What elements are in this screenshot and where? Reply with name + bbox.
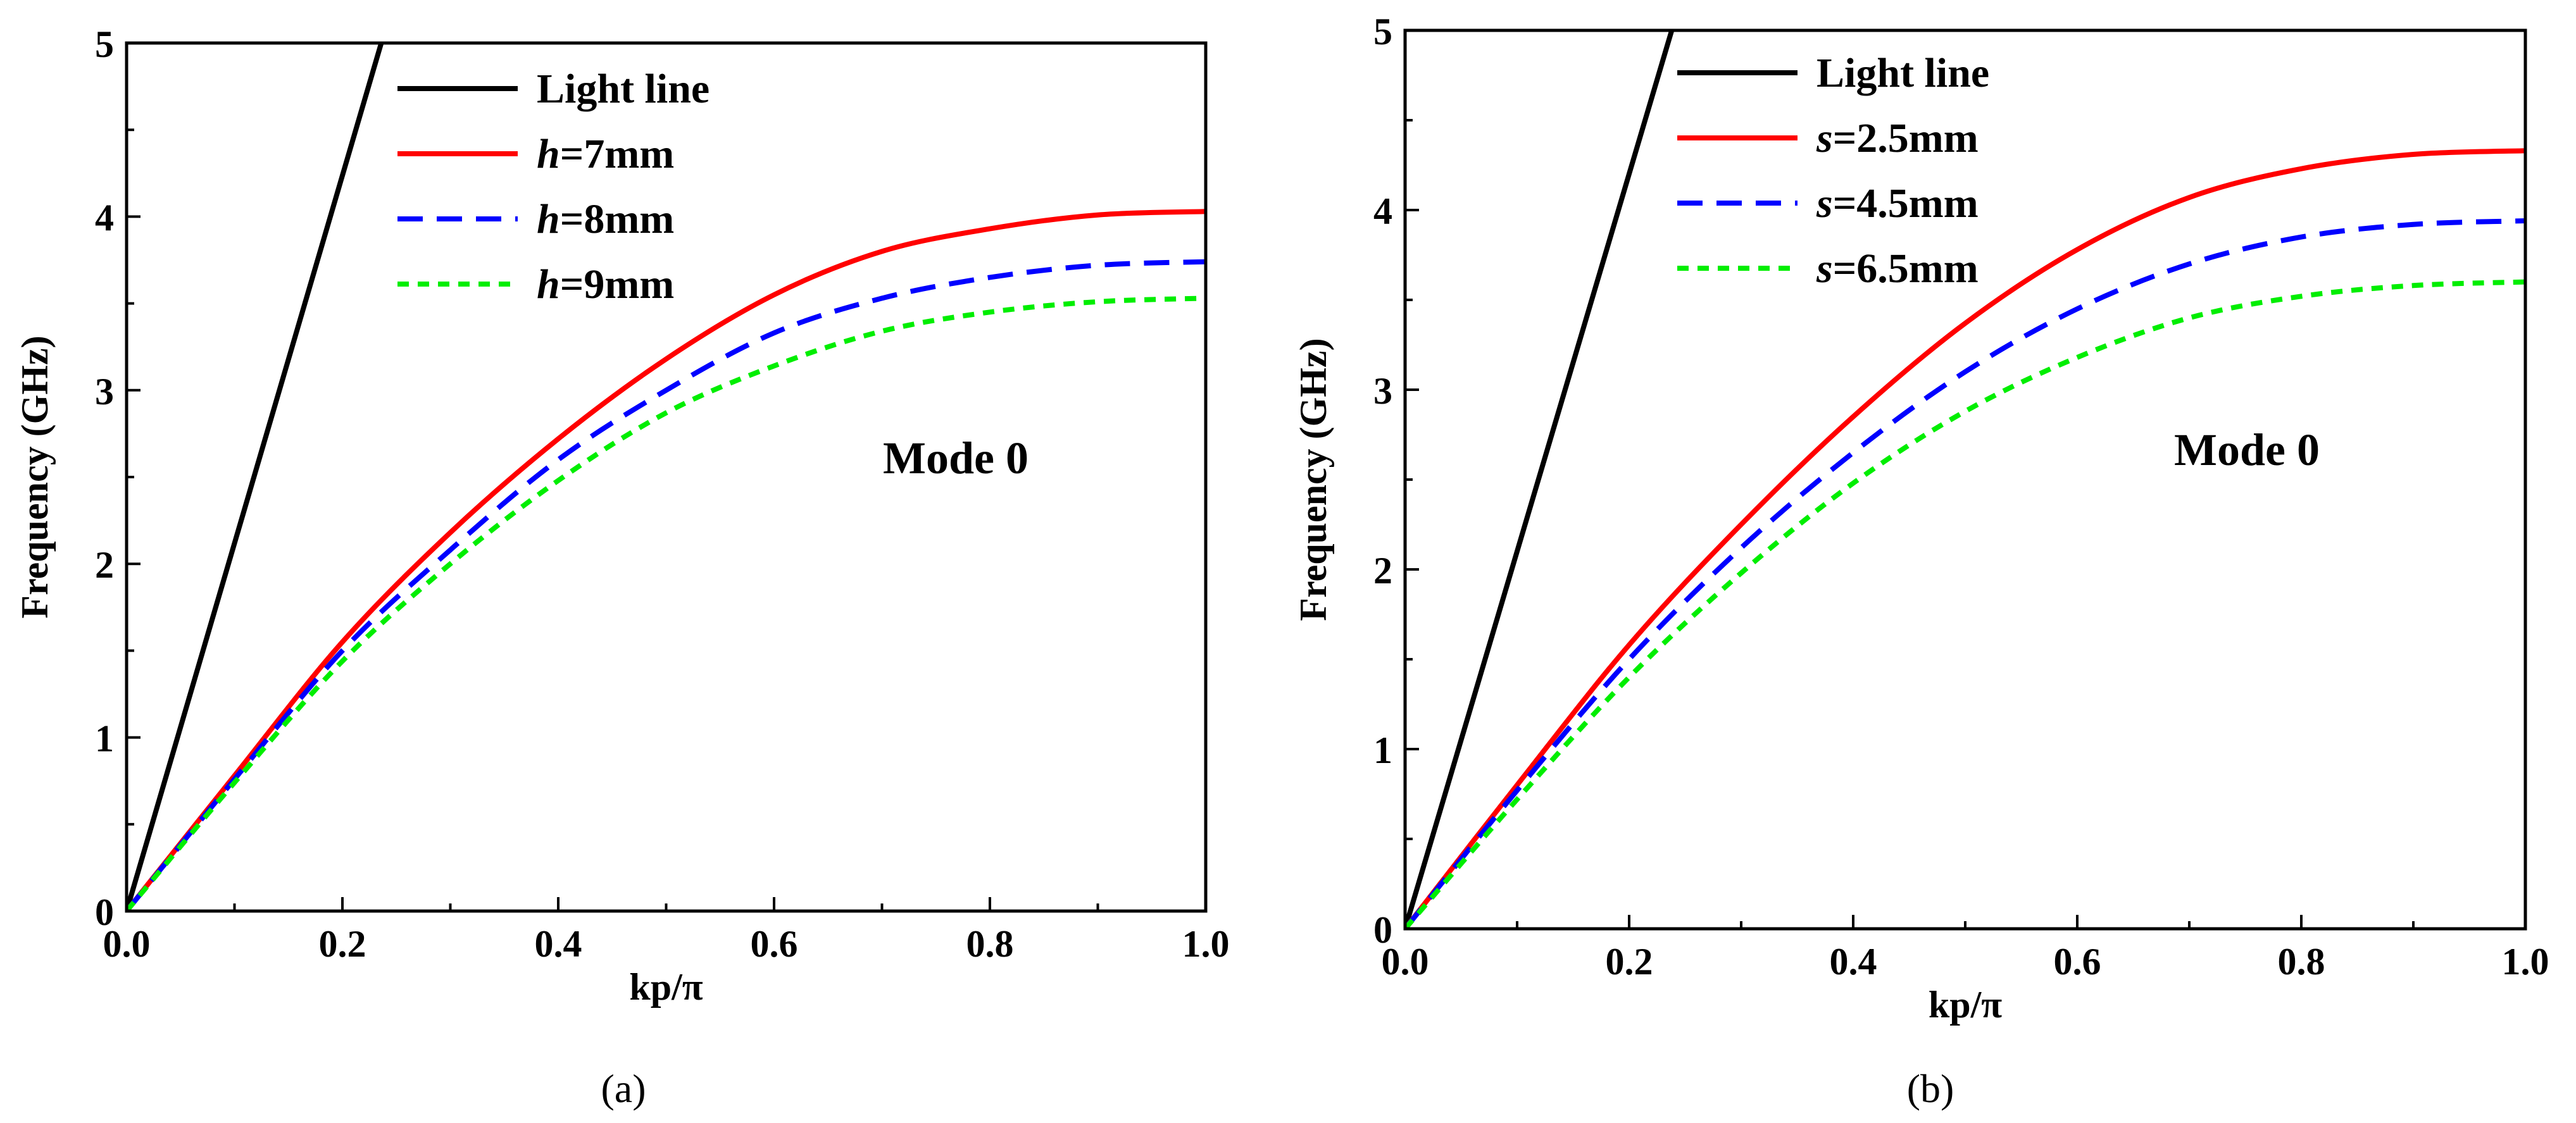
y-tick-label: 5 (95, 23, 114, 65)
y-tick-label: 0 (95, 891, 114, 933)
legend-label: Light line (537, 66, 710, 112)
legend-variable: h (537, 196, 560, 242)
legend-value: =8mm (560, 196, 675, 242)
y-tick-label: 3 (95, 371, 114, 413)
x-tick-label: 0.8 (966, 923, 1014, 965)
y-axis-label: Frequency (GHz) (14, 335, 56, 618)
y-tick-label: 0 (1373, 909, 1392, 951)
series-line-h-1 (127, 209, 1206, 911)
x-tick-label: 0.6 (2054, 941, 2101, 983)
legend-variable: s (1816, 115, 1833, 161)
legend-label: h=8mm (537, 196, 674, 242)
plot-area (1405, 30, 2525, 929)
y-tick-label: 2 (1373, 550, 1392, 592)
legend-label: h=9mm (537, 261, 674, 307)
x-tick-label: 0.2 (1606, 941, 1653, 983)
x-tick-label: 1.0 (2502, 941, 2549, 983)
x-tick-label: 1.0 (1182, 923, 1230, 965)
chart-panel-a: 0.0 0.2 0.4 0.6 0.8 1.0 0 1 2 3 4 5 kp/π Frequency (G… (14, 23, 1230, 1111)
legend-variable: h (537, 261, 560, 307)
x-tick-label: 0.4 (535, 923, 582, 965)
x-tick-label: 0.6 (751, 923, 798, 965)
y-tick-label: 5 (1373, 11, 1392, 53)
y-tick-label: 4 (95, 197, 114, 239)
series-line-h-3 (127, 295, 1206, 911)
plot-area (127, 43, 1206, 911)
legend-label: s=6.5mm (1816, 245, 1979, 292)
series-line-light-line (1405, 30, 1675, 929)
chart-panel-b: 0.0 0.2 0.4 0.6 0.8 1.0 0 1 2 3 4 5 kp/π Frequency (G… (1292, 11, 2549, 1111)
x-axis-label: kp/π (1929, 984, 2002, 1026)
mode-annotation: Mode 0 (2174, 425, 2320, 475)
y-tick-label: 2 (95, 544, 114, 586)
series-line-s-1 (1405, 148, 2525, 929)
panel-caption: (a) (601, 1066, 646, 1111)
x-tick-label: 0.2 (319, 923, 366, 965)
x-tick-label: 0.8 (2278, 941, 2325, 983)
y-tick-label: 1 (95, 718, 114, 760)
x-axis-label: kp/π (629, 966, 703, 1008)
legend-variable: h (537, 131, 560, 177)
series-line-s-2 (1405, 218, 2525, 929)
x-tick-label: 0.4 (1830, 941, 1877, 983)
y-tick-label: 3 (1373, 370, 1392, 412)
legend-variable: s (1816, 245, 1833, 292)
series-line-h-2 (127, 259, 1206, 911)
y-tick-label: 4 (1373, 190, 1392, 232)
legend-value: =2.5mm (1833, 115, 1979, 161)
panel-caption: (b) (1907, 1066, 1954, 1111)
x-tick-label: 0.0 (103, 923, 151, 965)
legend-value: Light line (1816, 50, 1989, 96)
mode-annotation: Mode 0 (883, 433, 1029, 483)
legend-value: Light line (537, 66, 710, 112)
legend-label: s=4.5mm (1816, 180, 1979, 226)
legend-variable: s (1816, 180, 1833, 226)
legend-value: =4.5mm (1833, 180, 1979, 226)
legend-value: =7mm (560, 131, 675, 177)
legend-label: Light line (1816, 50, 1989, 96)
series-line-light-line (127, 43, 384, 911)
legend-label: s=2.5mm (1816, 115, 1979, 161)
legend-value: =6.5mm (1833, 245, 1979, 292)
y-tick-label: 1 (1373, 729, 1392, 771)
y-axis-label: Frequency (GHz) (1292, 338, 1334, 621)
x-tick-label: 0.0 (1382, 941, 1429, 983)
legend-value: =9mm (560, 261, 675, 307)
series-line-s-3 (1405, 279, 2525, 929)
legend-label: h=7mm (537, 131, 674, 177)
